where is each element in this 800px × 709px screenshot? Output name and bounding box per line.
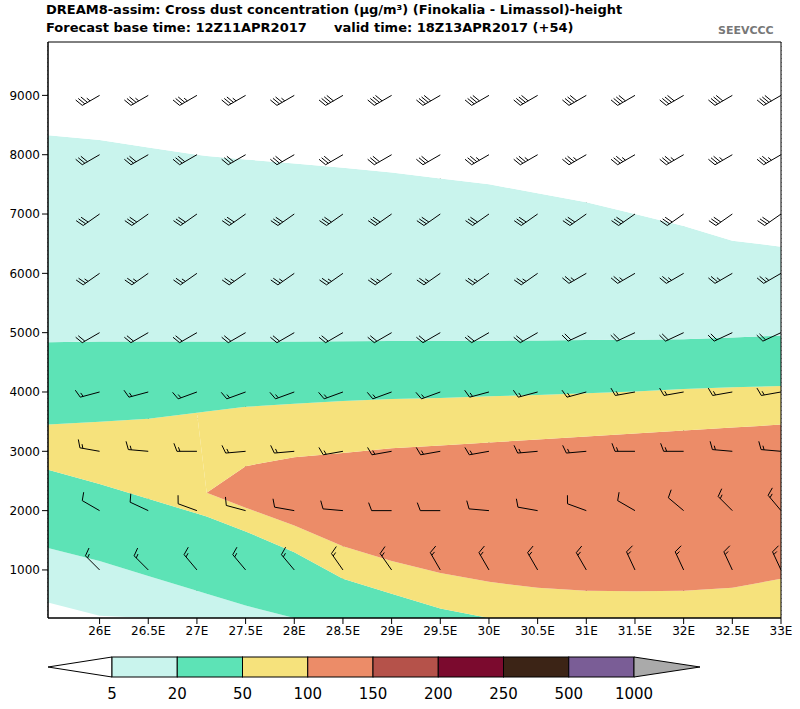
svg-text:250: 250: [489, 685, 518, 703]
svg-text:30E: 30E: [478, 624, 501, 638]
svg-text:4000: 4000: [9, 385, 40, 399]
svg-text:26E: 26E: [88, 624, 111, 638]
svg-text:100: 100: [293, 685, 322, 703]
svg-text:27E: 27E: [186, 624, 209, 638]
svg-text:8000: 8000: [9, 148, 40, 162]
svg-text:32E: 32E: [672, 624, 695, 638]
svg-text:31.5E: 31.5E: [618, 624, 652, 638]
svg-text:500: 500: [554, 685, 583, 703]
svg-text:29E: 29E: [380, 624, 403, 638]
svg-text:5: 5: [107, 685, 117, 703]
svg-text:7000: 7000: [9, 207, 40, 221]
html-text:Forecast base time: 12Z11APR20: Forecast base time: 12Z11APR2017 valid t…: [46, 20, 574, 35]
svg-text:1000: 1000: [615, 685, 653, 703]
svg-text:2000: 2000: [9, 504, 40, 518]
svg-text:26.5E: 26.5E: [131, 624, 165, 638]
svg-text:3000: 3000: [9, 445, 40, 459]
svg-text:20: 20: [168, 685, 187, 703]
svg-text:50: 50: [233, 685, 252, 703]
svg-text:30.5E: 30.5E: [520, 624, 554, 638]
svg-text:29.5E: 29.5E: [423, 624, 457, 638]
html-text:DREAM8-assim: Cross dust conce: DREAM8-assim: Cross dust concentration (…: [46, 2, 623, 17]
svg-text:6000: 6000: [9, 267, 40, 281]
svg-text:27.5E: 27.5E: [228, 624, 262, 638]
svg-text:5000: 5000: [9, 326, 40, 340]
svg-text:28.5E: 28.5E: [326, 624, 360, 638]
html-text:SEEVCCC: SEEVCCC: [718, 24, 774, 37]
svg-text:28E: 28E: [283, 624, 306, 638]
svg-text:31E: 31E: [575, 624, 598, 638]
svg-text:9000: 9000: [9, 89, 40, 103]
svg-text:32.5E: 32.5E: [715, 624, 749, 638]
svg-text:33E: 33E: [770, 624, 792, 638]
svg-text:200: 200: [424, 685, 453, 703]
svg-text:150: 150: [359, 685, 388, 703]
svg-text:1000: 1000: [9, 563, 40, 577]
